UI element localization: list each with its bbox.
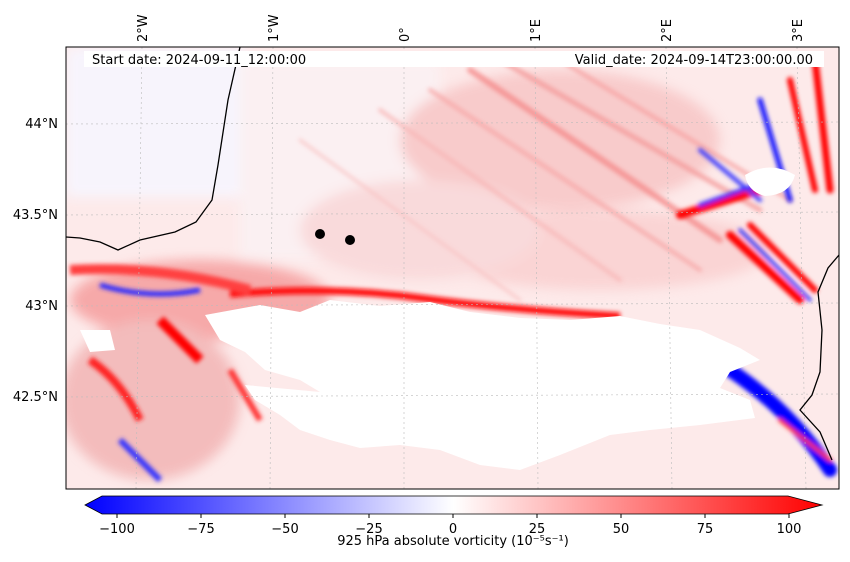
valid-date-label: Valid_date: 2024-09-14T23:00:00.00 bbox=[575, 53, 813, 68]
colorbar-tick-label: −50 bbox=[271, 522, 298, 537]
lon-tick-label: 0° bbox=[398, 27, 413, 42]
map-frame bbox=[65, 46, 840, 490]
colorbar-bar bbox=[84, 495, 824, 515]
colorbar-tick-label: −75 bbox=[187, 522, 214, 537]
colorbar-tick-label: 0 bbox=[449, 522, 457, 537]
map-panel: Start date: 2024-09-11_12:00:00 Valid_da… bbox=[65, 46, 840, 490]
lon-tick-label: 1°W bbox=[267, 14, 282, 42]
colorbar: −100 −75 −50 −25 0 25 50 75 100 925 hPa … bbox=[84, 495, 824, 549]
lat-tick-label: 42.5°N bbox=[13, 390, 58, 405]
vorticity-field bbox=[66, 47, 839, 489]
graticule bbox=[66, 47, 839, 489]
colorbar-tick-label: 100 bbox=[777, 522, 802, 537]
lat-tick-label: 43.5°N bbox=[13, 208, 58, 223]
lon-tick-label: 2°W bbox=[136, 14, 151, 42]
lat-tick-label: 43°N bbox=[25, 299, 58, 314]
lat-tick-label: 44°N bbox=[25, 117, 58, 132]
colorbar-tick-label: 75 bbox=[697, 522, 714, 537]
colorbar-ticks bbox=[116, 514, 790, 518]
lat-axis: 44°N 43.5°N 43°N 42.5°N bbox=[13, 117, 58, 405]
station-marker bbox=[345, 235, 355, 245]
lon-tick-label: 1°E bbox=[529, 19, 544, 42]
start-date-label: Start date: 2024-09-11_12:00:00 bbox=[92, 53, 306, 68]
terrain-mask bbox=[205, 300, 760, 470]
header-band bbox=[84, 51, 824, 67]
colorbar-tick-label: 25 bbox=[529, 522, 546, 537]
lon-axis: 2°W 1°W 0° 1°E 2°E 3°E bbox=[136, 14, 806, 42]
colorbar-tick-label: −25 bbox=[355, 522, 382, 537]
colorbar-tick-label: 50 bbox=[613, 522, 630, 537]
colorbar-title: 925 hPa absolute vorticity (10⁻⁵s⁻¹) bbox=[337, 534, 569, 549]
coastline bbox=[66, 47, 839, 461]
lon-tick-label: 3°E bbox=[791, 19, 806, 42]
station-marker bbox=[315, 229, 325, 239]
lon-tick-label: 2°E bbox=[660, 19, 675, 42]
colorbar-tick-label: −100 bbox=[99, 522, 135, 537]
